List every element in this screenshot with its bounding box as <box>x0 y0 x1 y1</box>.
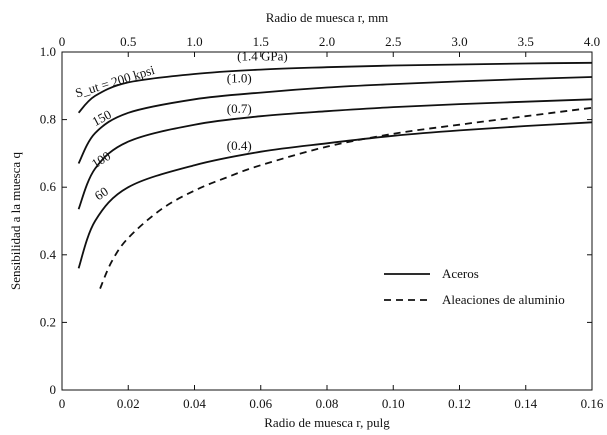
chart-curves <box>77 61 593 289</box>
y-tick-label: 0.6 <box>40 179 57 194</box>
x-top-tick-label: 1.0 <box>186 34 202 49</box>
curve-gpa-label: (0.4) <box>227 138 252 153</box>
curve-strength-label: 60 <box>92 184 111 204</box>
x-tick-label: 0 <box>59 396 66 411</box>
chart-legend: Aceros Aleaciones de aluminio <box>384 266 565 307</box>
x-top-tick-label: 2.5 <box>385 34 401 49</box>
curve-gpa-label: (0.7) <box>227 101 252 116</box>
x-tick-label: 0.02 <box>117 396 140 411</box>
curve-strength-label: S_ut = 200 kpsi <box>73 62 156 100</box>
x-tick-label: 0.04 <box>183 396 206 411</box>
series-line-2 <box>77 98 593 210</box>
x-top-tick-label: 3.5 <box>518 34 534 49</box>
x-top-tick-label: 0.5 <box>120 34 136 49</box>
legend-label: Aleaciones de aluminio <box>442 292 565 307</box>
x-top-tick-label: 4.0 <box>584 34 600 49</box>
legend-label: Aceros <box>442 266 479 281</box>
x-tick-label: 0.14 <box>514 396 537 411</box>
x-top-tick-label: 0 <box>59 34 66 49</box>
series-line-4 <box>99 106 593 289</box>
y-tick-label: 0.4 <box>40 247 57 262</box>
x-axis-title: Radio de muesca r, pulg <box>264 415 390 430</box>
x-top-tick-label: 3.0 <box>451 34 467 49</box>
chart-curve-labels: S_ut = 200 kpsi (1.4 GPa) 150 (1.0) 100 (0.7)… <box>73 48 287 203</box>
chart-axes: 0 0.02 0.04 0.06 0.08 0.10 0.12 0.14 0.16 0 0.5 1.0… <box>8 10 604 430</box>
curve-gpa-label: (1.4 GPa) <box>237 48 288 63</box>
x-tick-label: 0.12 <box>448 396 471 411</box>
series-line-3 <box>77 121 593 269</box>
y-tick-label: 0.8 <box>40 112 56 127</box>
x-top-axis-title: Radio de muesca r, mm <box>266 10 389 25</box>
curve-strength-label: 150 <box>89 107 113 129</box>
x-tick-label: 0.10 <box>382 396 405 411</box>
curve-strength-label: 100 <box>89 148 113 171</box>
x-top-tick-label: 2.0 <box>319 34 335 49</box>
y-tick-label: 0.2 <box>40 314 56 329</box>
series-line-1 <box>77 76 593 164</box>
y-axis-title: Sensibilidad a la muesca q <box>8 152 23 290</box>
curve-gpa-label: (1.0) <box>227 70 252 85</box>
series-line-0 <box>77 61 593 114</box>
x-tick-label: 0.06 <box>249 396 272 411</box>
y-tick-label: 0 <box>50 382 57 397</box>
x-tick-label: 0.08 <box>316 396 339 411</box>
x-top-tick-label: 1.5 <box>253 34 269 49</box>
y-tick-label: 1.0 <box>40 44 56 59</box>
x-tick-label: 0.16 <box>581 396 604 411</box>
